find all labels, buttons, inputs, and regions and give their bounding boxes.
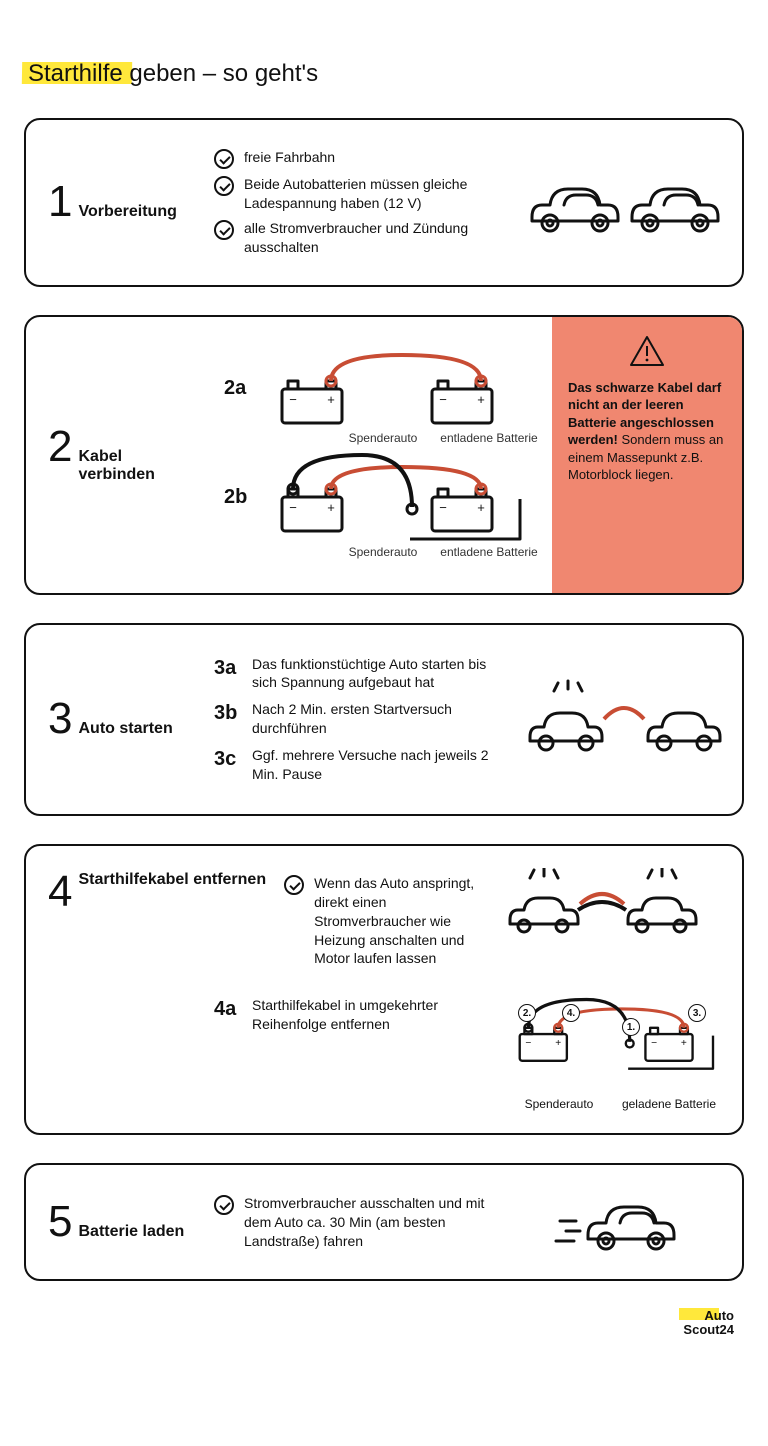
step-number: 3 [48,697,72,741]
label-dead: entladene Batterie [436,431,542,445]
diagram-labels: Spenderauto entladene Batterie [224,545,542,559]
svg-text:+: + [327,500,335,515]
step-label: Auto starten [78,720,172,738]
title-text: Starthilfe geben – so geht's [28,60,318,87]
sub-row: 3c Ggf. mehrere Versuche nach jeweils 2 … [214,746,506,784]
disconnect-labels: Spenderauto geladene Batterie [504,1097,724,1111]
cars-icon [524,167,724,237]
check-row: alle Stromverbraucher und Zündung aussch… [214,219,506,257]
check-row: Beide Autobatterien müssen gleiche Lades… [214,175,506,213]
check-text: Wenn das Auto anspringt, direkt einen St… [314,874,486,968]
disconnect-diagram: − + − + [504,988,724,1088]
sub-number: 3a [214,655,242,682]
cars-jump-icon [524,679,724,759]
step-card-3: 3 Auto starten 3a Das funktionstüchtige … [24,623,744,816]
page-title-wrap: Starthilfe geben – so geht's [28,60,744,88]
label-donor: Spenderauto [330,431,436,445]
step-label: Starthilfekabel entfernen [78,870,266,889]
step-number: 5 [48,1200,72,1244]
step-number: 4 [48,870,72,914]
label-charged: geladene Batterie [614,1097,724,1111]
sub-number: 3b [214,700,242,727]
check-text: freie Fahrbahn [244,148,335,167]
check-row: Wenn das Auto anspringt, direkt einen St… [284,874,486,968]
step-head-2: 2 Kabel verbinden [36,425,196,484]
check-icon [214,220,234,240]
cable-diagrams: 2a − + − + [214,339,552,571]
label-donor: Spenderauto [504,1097,614,1111]
svg-text:−: − [439,392,447,407]
check-row: freie Fahrbahn [214,148,506,169]
step-head-1: 1 Vorbereitung [36,180,196,224]
battery-diagram-2a: − + − + [262,349,522,429]
svg-text:+: + [477,392,485,407]
step-body-5: Stromverbraucher ausschalten und mit dem… [214,1188,506,1257]
check-text: Beide Autobatterien müssen gleiche Lades… [244,175,506,213]
step-body-3: 3a Das funktionstüchtige Auto starten bi… [214,647,506,792]
brand-line2: Scout24 [683,1322,734,1337]
step-head-3: 3 Auto starten [36,697,196,741]
sub-row: 4a Starthilfekabel in umgekehrter Reihen… [214,996,486,1034]
check-text: alle Stromverbraucher und Zündung aussch… [244,219,506,257]
check-text: Stromverbraucher ausschalten und mit dem… [244,1194,506,1251]
illustration-two-cars [524,167,724,237]
svg-text:+: + [555,1038,561,1049]
check-row: Stromverbraucher ausschalten und mit dem… [214,1194,506,1251]
step-head-4: 4 Starthilfekabel entfernen [36,868,266,914]
diagram-2b: 2b − + − + [224,453,542,543]
illustration-driving [524,1187,724,1257]
check-icon [214,1195,234,1215]
sub-text: Das funktionstüchtige Auto starten bis s… [252,655,506,693]
step-card-2: 2 Kabel verbinden 2a − + − [24,315,744,595]
step-body-1: freie Fahrbahn Beide Autobatterien müsse… [214,142,506,263]
check-icon [214,149,234,169]
battery-diagram-2b: − + − + [262,453,542,543]
driving-car-icon [554,1187,694,1257]
step-number: 2 [48,425,72,469]
sub-row: 3a Das funktionstüchtige Auto starten bi… [214,655,506,693]
svg-text:−: − [651,1038,657,1049]
svg-text:−: − [289,500,297,515]
illustration-both-running [504,868,724,943]
step-label: Vorbereitung [78,203,176,221]
step-head-5: 5 Batterie laden [36,1200,196,1244]
step-number: 1 [48,180,72,224]
sub-number: 2b [224,486,252,509]
page-title: Starthilfe geben – so geht's [28,60,744,88]
warning-panel: Das schwarze Kabel darf nicht an der lee… [552,317,742,593]
diagram-2a: 2a − + − + [224,349,542,429]
sub-number: 2a [224,377,252,400]
svg-text:−: − [525,1038,531,1049]
step-card-4: 4 Starthilfekabel entfernen Wenn das Aut… [24,844,744,1135]
svg-text:+: + [681,1038,687,1049]
label-dead: entladene Batterie [436,545,542,559]
check-icon [284,875,304,895]
svg-text:+: + [327,392,335,407]
step-label: Batterie laden [78,1223,184,1241]
svg-text:+: + [477,500,485,515]
svg-text:−: − [439,500,447,515]
step-label: Kabel verbinden [78,448,196,484]
brand-footer: Auto Scout24 [24,1309,744,1339]
step-card-5: 5 Batterie laden Stromverbraucher aussch… [24,1163,744,1281]
illustration-disconnect: − + − + 2. 4. 1 [504,988,724,1111]
cars-both-spark-icon [504,868,704,938]
sub-row: 3b Nach 2 Min. ersten Startversuch durch… [214,700,506,738]
step-body-4b: 4a Starthilfekabel in umgekehrter Reihen… [214,988,486,1042]
svg-text:−: − [289,392,297,407]
warning-triangle-icon [629,335,665,367]
sub-text: Ggf. mehrere Versuche nach jeweils 2 Min… [252,746,506,784]
check-icon [214,176,234,196]
sub-text: Nach 2 Min. ersten Startversuch durchfüh… [252,700,506,738]
label-donor: Spenderauto [330,545,436,559]
diagram-labels: Spenderauto entladene Batterie [224,431,542,445]
sub-number: 4a [214,996,242,1023]
step-body-4a: Wenn das Auto anspringt, direkt einen St… [284,868,486,974]
sub-text: Starthilfekabel in umgekehrter Reihenfol… [252,996,486,1034]
illustration-jumpstart [524,679,724,759]
sub-number: 3c [214,746,242,773]
step-card-1: 1 Vorbereitung freie Fahrbahn Beide Auto… [24,118,744,287]
